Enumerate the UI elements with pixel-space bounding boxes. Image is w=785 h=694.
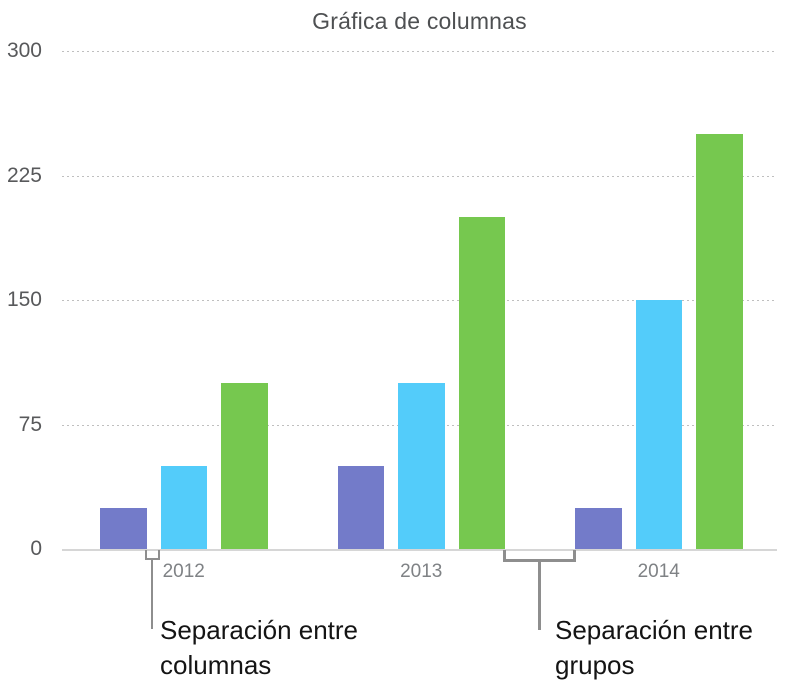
group-gap-bracket (503, 550, 576, 562)
x-axis-label-2013: 2013 (400, 561, 443, 582)
column-gap-label: Separación entre columnas (160, 615, 359, 680)
y-axis-tick-label-225: 225 (6, 163, 42, 187)
bar-2013-purple (337, 466, 384, 549)
x-axis-label-2014: 2014 (637, 561, 680, 582)
chart-title: Gráfica de columnas (312, 8, 527, 34)
bar-2014-green (696, 134, 743, 549)
group-gap-connector-line (538, 561, 541, 630)
y-axis-tick-label-300: 300 (6, 39, 42, 62)
y-axis-tick-label-0: 0 (30, 537, 42, 560)
bar-2013-blue (398, 383, 445, 549)
x-axis-label-2012: 2012 (162, 561, 205, 582)
bar-2012-blue (160, 466, 207, 549)
gridline-225 (62, 175, 777, 177)
gridline-300 (62, 51, 777, 52)
bar-2012-purple (100, 507, 147, 549)
x-axis-line (62, 549, 777, 551)
bar-2013-green (458, 217, 505, 549)
bar-2014-blue (635, 300, 682, 549)
column-gap-connector-line (151, 559, 153, 629)
group-gap-label: Separación entre grupos (555, 615, 754, 680)
gridline-150 (62, 300, 777, 301)
bar-2012-green (221, 383, 268, 549)
bar-2014-purple (575, 507, 622, 549)
y-axis-tick-label-75: 75 (18, 412, 42, 436)
y-axis-tick-label-150: 150 (6, 288, 42, 311)
